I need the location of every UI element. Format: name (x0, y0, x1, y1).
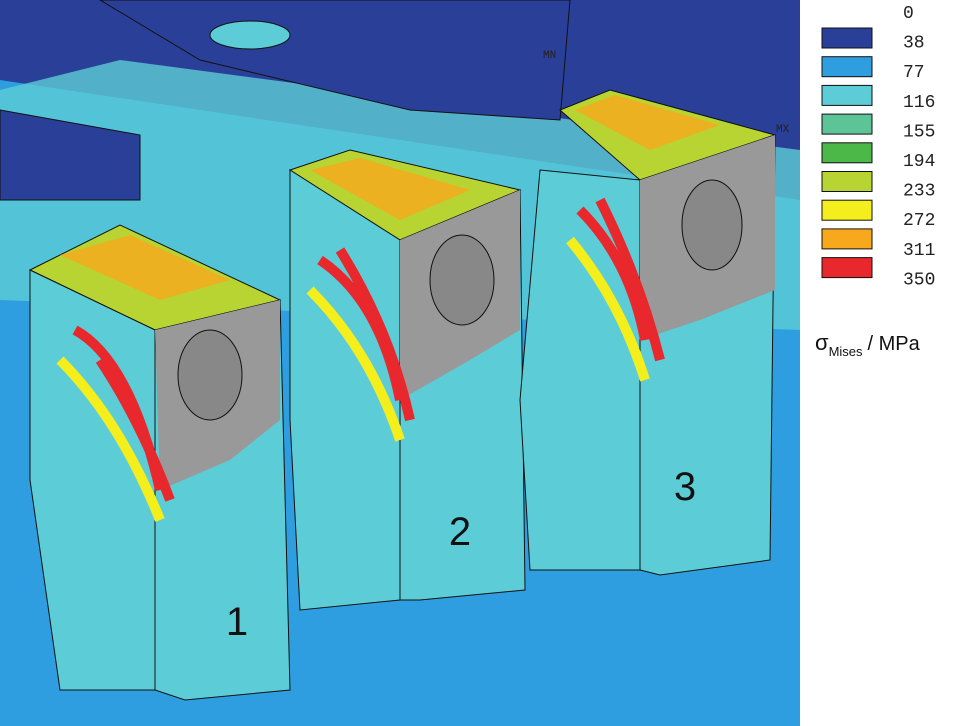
lug-label: 3 (674, 465, 696, 509)
legend-level: 155 (903, 122, 935, 142)
legend-level: 233 (903, 182, 935, 202)
legend-level: 38 (903, 34, 925, 54)
legend-swatch (822, 57, 872, 77)
lug-hole (178, 330, 242, 420)
legend-swatch (822, 143, 872, 163)
legend: 0 38 77 116 155 194 233 272 311 350 (822, 4, 935, 290)
legend-swatch (822, 28, 872, 48)
lug-hole (682, 180, 742, 270)
quantity-symbol: σ (815, 330, 829, 355)
legend-level: 350 (903, 270, 935, 290)
quantity-label: σMises / MPa (815, 330, 921, 359)
top-hole (210, 21, 290, 49)
legend-level: 194 (903, 152, 935, 172)
lug-label: 1 (226, 600, 248, 644)
figure: MN MX 1 2 3 0 38 77 116 155 194 233 272 311 350 σ… (0, 0, 958, 726)
lug-label: 2 (449, 510, 471, 554)
legend-level: 116 (903, 93, 935, 113)
lug (290, 150, 525, 610)
min-marker: MN (543, 50, 556, 62)
legend-level: 311 (903, 241, 935, 261)
lug (30, 225, 290, 700)
quantity-subscript: Mises (829, 344, 863, 359)
legend-swatch (822, 172, 872, 192)
lug-side (520, 170, 640, 570)
legend-level: 0 (903, 4, 914, 24)
fea-render: MN MX 1 2 3 (0, 0, 800, 726)
legend-swatch (822, 114, 872, 134)
legend-swatch (822, 200, 872, 220)
lug-hole (430, 235, 494, 325)
legend-swatch (822, 229, 872, 249)
legend-level: 272 (903, 211, 935, 231)
max-marker: MX (776, 124, 790, 136)
legend-level: 77 (903, 63, 925, 83)
legend-swatch (822, 258, 872, 278)
legend-swatch (822, 85, 872, 105)
quantity-unit: / MPa (868, 333, 921, 355)
